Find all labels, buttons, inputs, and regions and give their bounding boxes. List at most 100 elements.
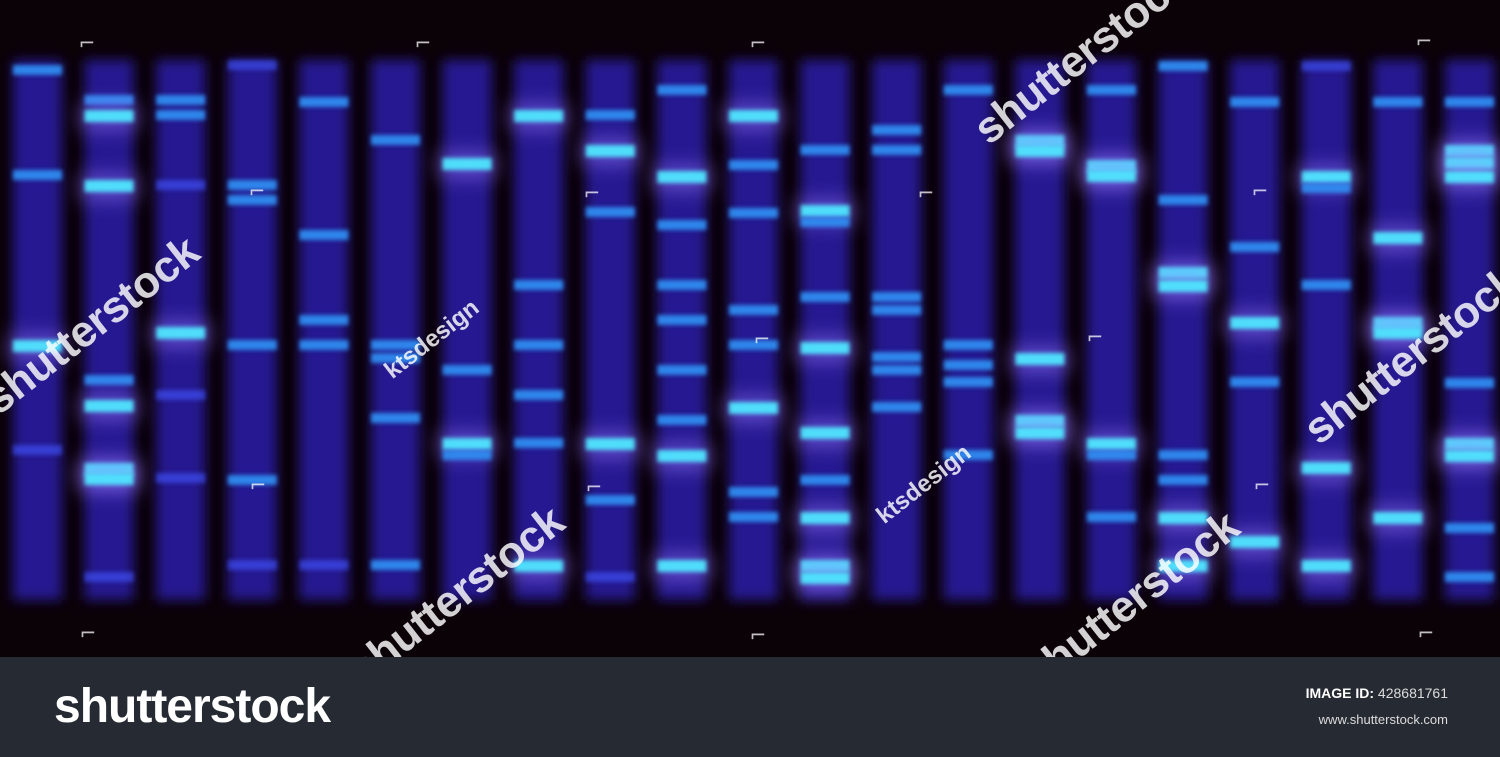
corner-bracket-icon: ⌐ — [1253, 473, 1271, 497]
image-id-value: 428681761 — [1377, 685, 1448, 701]
gel-lane — [581, 60, 639, 600]
dna-band — [84, 400, 134, 412]
dna-band — [13, 170, 62, 180]
dna-band — [299, 315, 349, 325]
dna-band — [1230, 377, 1280, 387]
dna-band — [1158, 195, 1208, 205]
gel-lane — [872, 60, 922, 600]
gel-lane — [1369, 60, 1427, 600]
dna-band — [585, 145, 635, 157]
dna-band — [514, 560, 564, 572]
dna-band — [442, 365, 492, 375]
corner-bracket-icon: ⌐ — [414, 31, 432, 55]
gel-lane — [1154, 60, 1212, 600]
shutterstock-logo[interactable]: shutterstock — [54, 680, 331, 733]
dna-band — [1158, 61, 1208, 71]
dna-band — [1087, 512, 1136, 522]
dna-band — [442, 450, 492, 460]
dna-band — [872, 125, 922, 135]
corner-bracket-icon: ⌐ — [583, 181, 601, 205]
dna-band — [800, 205, 850, 217]
corner-bracket-icon: ⌐ — [917, 181, 935, 205]
gel-electrophoresis-image: shutterstock shutterstock shutterstock s… — [0, 0, 1500, 657]
dna-band — [156, 390, 206, 400]
dna-band — [84, 572, 134, 582]
dna-band — [1301, 183, 1351, 193]
dna-band — [585, 438, 635, 450]
dna-band — [1445, 378, 1494, 388]
dna-band — [371, 413, 420, 423]
dna-band — [13, 340, 62, 352]
dna-band — [729, 110, 778, 122]
gel-lane — [152, 60, 210, 600]
corner-bracket-icon: ⌐ — [585, 475, 603, 499]
dna-band — [1158, 560, 1208, 572]
corner-bracket-icon: ⌐ — [753, 327, 771, 351]
dna-band — [156, 473, 206, 483]
corner-bracket-icon: ⌐ — [1415, 29, 1433, 53]
dna-band — [872, 402, 922, 412]
dna-band — [1158, 280, 1208, 292]
dna-band — [442, 438, 492, 450]
dna-band — [943, 340, 993, 350]
lane-background — [1087, 60, 1136, 600]
corner-bracket-icon: ⌐ — [749, 31, 767, 55]
dna-band — [800, 217, 850, 227]
gel-lane — [299, 60, 349, 600]
dna-band — [13, 445, 62, 455]
gel-lane — [943, 60, 993, 600]
lane-background — [13, 60, 62, 600]
dna-band — [800, 427, 850, 439]
image-id: IMAGE ID: 428681761 — [1306, 685, 1448, 701]
dna-band — [729, 208, 778, 218]
dna-band — [1301, 280, 1351, 290]
dna-band — [585, 495, 635, 505]
dna-band — [585, 207, 635, 217]
dna-band — [585, 572, 635, 582]
dna-band — [1087, 170, 1136, 182]
dna-band — [442, 158, 492, 170]
dna-band — [657, 171, 707, 183]
footer-bar: shutterstock IMAGE ID: 428681761 www.shu… — [0, 657, 1500, 757]
gel-lane — [227, 60, 277, 600]
dna-band — [514, 340, 564, 350]
dna-band — [1445, 450, 1494, 462]
dna-band — [1373, 97, 1423, 107]
dna-band — [657, 365, 707, 375]
lane-background — [657, 60, 707, 600]
dna-band — [872, 352, 922, 362]
dna-band — [299, 230, 349, 240]
gel-lane — [796, 60, 854, 600]
site-url-link[interactable]: www.shutterstock.com — [1318, 712, 1448, 727]
dna-band — [1445, 171, 1494, 183]
dna-band — [1158, 512, 1208, 524]
dna-band — [1301, 61, 1351, 71]
lane-background — [729, 60, 778, 600]
gel-lane — [80, 60, 138, 600]
dna-band — [729, 160, 778, 170]
dna-band — [657, 560, 707, 572]
dna-band — [657, 220, 707, 230]
dna-band — [1230, 317, 1280, 329]
gel-lane — [9, 60, 66, 600]
dna-band — [943, 377, 993, 387]
dna-band — [299, 340, 349, 350]
dna-band — [13, 65, 62, 75]
dna-band — [1373, 232, 1423, 244]
dna-band — [872, 145, 922, 155]
dna-band — [800, 342, 850, 354]
dna-band — [227, 195, 277, 205]
dna-band — [1301, 462, 1351, 474]
gel-lane — [653, 60, 711, 600]
dna-band — [514, 390, 564, 400]
lane-background — [514, 60, 564, 600]
dna-band — [156, 327, 206, 339]
dna-band — [1373, 512, 1423, 524]
dna-band — [1230, 97, 1280, 107]
dna-band — [1158, 475, 1208, 485]
dna-band — [299, 560, 349, 570]
gel-lane — [1297, 60, 1355, 600]
gel-lane — [1226, 60, 1284, 600]
gel-lane — [725, 60, 782, 600]
